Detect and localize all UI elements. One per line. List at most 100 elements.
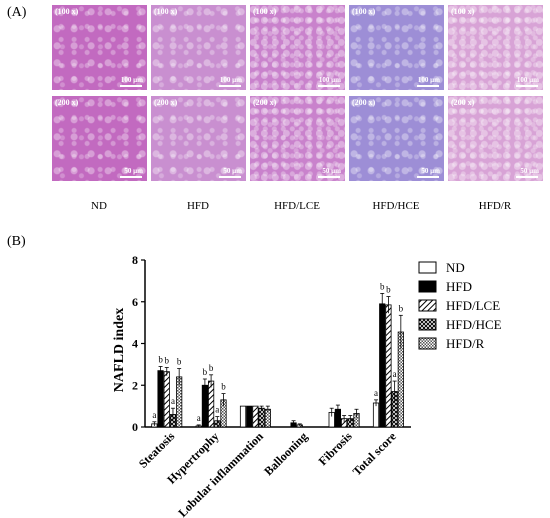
legend-label: HFD/R xyxy=(446,336,485,351)
group-label: HFD xyxy=(186,200,209,212)
legend-swatch xyxy=(418,318,437,331)
significance-label: b xyxy=(386,285,391,295)
scale-bar-label: 100 µm xyxy=(219,76,242,84)
significance-label: a xyxy=(374,388,378,398)
y-tick-label: 0 xyxy=(132,420,138,434)
significance-label: a xyxy=(171,396,175,406)
y-axis-label: NAFLD index xyxy=(112,308,127,392)
scale-bar xyxy=(120,176,142,178)
panel-a-label: (A) xyxy=(7,5,27,20)
y-tick-label: 4 xyxy=(132,337,138,351)
scale-bar xyxy=(516,85,538,87)
y-tick-label: 6 xyxy=(132,295,138,309)
scale-bar xyxy=(120,85,142,87)
significance-label: a xyxy=(197,413,201,423)
scale-bar-label: 50 µm xyxy=(322,167,341,175)
bar xyxy=(239,405,247,428)
scale-bar-label: 100 µm xyxy=(417,76,440,84)
histology-grid: (100 x) 100 µm (100 x) 100 µm (100 x) 100 µm(… xyxy=(52,5,547,185)
significance-label: b xyxy=(158,354,163,364)
significance-label: a xyxy=(393,369,397,379)
bar xyxy=(379,303,386,428)
scale-bar xyxy=(417,85,439,87)
magnification-label: (100 x) xyxy=(55,7,79,16)
histology-tile: (200 x) 50 µm xyxy=(448,96,543,181)
y-tick-label: 2 xyxy=(132,378,138,392)
significance-label: b xyxy=(177,357,182,367)
x-tick-label: Ballooning xyxy=(261,429,310,478)
bar xyxy=(385,304,392,428)
scale-bar-label: 50 µm xyxy=(223,167,242,175)
legend-swatch xyxy=(418,280,437,293)
significance-label: b xyxy=(203,367,208,377)
scale-bar xyxy=(417,176,439,178)
magnification-label: (100 x) xyxy=(253,7,277,16)
significance-label: b xyxy=(221,382,226,392)
x-tick-label: Fibrosis xyxy=(316,429,355,468)
scale-bar xyxy=(219,85,241,87)
significance-label: b xyxy=(399,303,404,313)
bar xyxy=(252,405,259,428)
significance-label: b xyxy=(165,356,170,366)
scale-bar-label: 50 µm xyxy=(421,167,440,175)
histology-tile: (100 x) 100 µm xyxy=(250,5,345,90)
bar xyxy=(258,407,265,428)
bar xyxy=(372,402,380,428)
chart-legend: ND HFD HFD/LCE HFD/HCE HFD/R xyxy=(418,260,502,351)
bar xyxy=(207,380,215,428)
group-label: HFD/HCE xyxy=(372,200,420,212)
histology-tile: (200 x) 50 µm xyxy=(250,96,345,181)
scale-bar xyxy=(318,176,340,178)
x-tick-label: Steatosis xyxy=(136,429,178,471)
significance-label: b xyxy=(209,363,214,373)
legend-label: HFD xyxy=(446,279,472,294)
significance-label: a xyxy=(152,410,156,420)
magnification-label: (100 x) xyxy=(154,7,178,16)
legend-swatch xyxy=(418,261,437,274)
scale-bar-label: 50 µm xyxy=(124,167,143,175)
magnification-label: (200 x) xyxy=(352,98,376,107)
x-tick-label: Lobular inflammation xyxy=(175,429,266,518)
scale-bar-label: 100 µm xyxy=(318,76,341,84)
histology-tile: (200 x) 50 µm xyxy=(151,96,246,181)
magnification-label: (200 x) xyxy=(451,98,475,107)
bar xyxy=(246,405,253,428)
significance-label: a xyxy=(215,405,219,415)
x-tick-label: Total score xyxy=(350,429,400,479)
magnification-label: (200 x) xyxy=(55,98,79,107)
histology-tile: (100 x) 100 µm xyxy=(52,5,147,90)
histology-tile: (100 x) 100 µm xyxy=(349,5,444,90)
scale-bar xyxy=(219,176,241,178)
scale-bar-label: 100 µm xyxy=(120,76,143,84)
bar xyxy=(201,384,208,428)
legend-label: ND xyxy=(446,260,465,275)
legend-label: HFD/HCE xyxy=(446,317,502,332)
y-tick-label: 8 xyxy=(132,253,138,267)
legend-label: HFD/LCE xyxy=(446,298,500,313)
histology-tile: (100 x) 100 µm xyxy=(448,5,543,90)
magnification-label: (100 x) xyxy=(352,7,376,16)
panel-b-label: (B) xyxy=(7,234,26,249)
scale-bar xyxy=(318,85,340,87)
group-label: ND xyxy=(91,200,107,212)
bar xyxy=(163,371,170,428)
histology-tile: (200 x) 50 µm xyxy=(349,96,444,181)
magnification-label: (200 x) xyxy=(154,98,178,107)
scale-bar-label: 50 µm xyxy=(520,167,539,175)
bar xyxy=(157,370,164,428)
group-label: HFD/R xyxy=(478,200,512,212)
magnification-label: (200 x) xyxy=(253,98,277,107)
chart-axes: 0 2 4 6 8 xyxy=(132,253,411,434)
histology-tile: (100 x) 100 µm xyxy=(151,5,246,90)
significance-label: b xyxy=(380,281,385,291)
scale-bar-label: 100 µm xyxy=(516,76,539,84)
scale-bar xyxy=(516,176,538,178)
legend-swatch xyxy=(418,337,437,350)
legend-swatch xyxy=(418,299,437,312)
histology-tile: (200 x) 50 µm xyxy=(52,96,147,181)
magnification-label: (100 x) xyxy=(451,7,475,16)
group-label: HFD/LCE xyxy=(274,200,320,212)
